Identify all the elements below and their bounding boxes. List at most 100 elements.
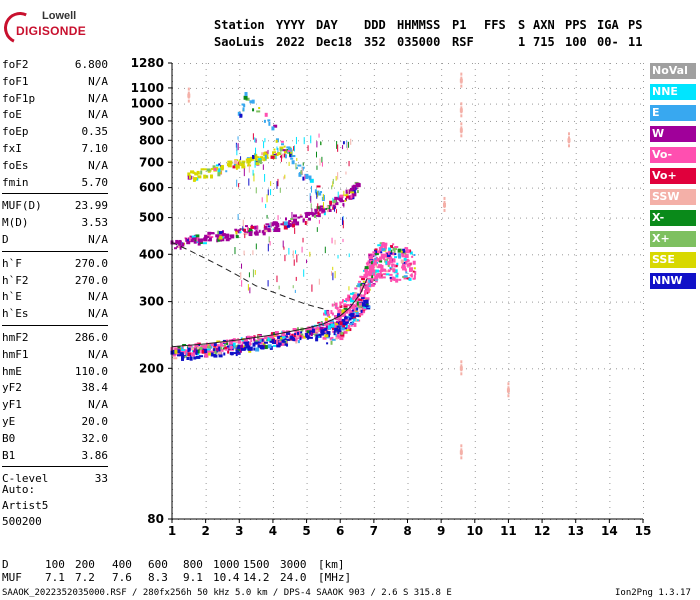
grid-dot <box>388 103 389 105</box>
grid-dot <box>373 249 375 250</box>
grid-dot <box>586 162 587 164</box>
grid-dot <box>205 225 207 226</box>
grid-dot <box>205 387 207 388</box>
echo-point <box>296 254 298 263</box>
grid-dot <box>244 87 245 89</box>
param-row: hmF2 286.0 <box>2 329 108 346</box>
param-name: B0 <box>2 431 16 445</box>
echo-point <box>213 354 218 358</box>
grid-dot <box>604 368 605 370</box>
grid-dot <box>478 103 479 105</box>
echo-point <box>241 263 243 269</box>
grid-dot <box>373 99 375 100</box>
echo-point <box>361 310 366 314</box>
echo-point <box>182 344 187 347</box>
grid-dot <box>542 345 544 346</box>
grid-dot <box>441 129 443 130</box>
grid-dot <box>484 103 485 105</box>
grid-dot <box>238 63 239 64</box>
grid-dot <box>412 217 413 219</box>
grid-dot <box>406 162 407 164</box>
grid-dot <box>454 187 455 189</box>
echo-point <box>187 349 191 352</box>
grid-dot <box>239 255 241 256</box>
echo-point <box>291 333 296 338</box>
d-label: D <box>2 558 9 571</box>
echo-point <box>348 286 350 291</box>
echo-point <box>294 331 299 335</box>
grid-dot <box>474 99 476 100</box>
echo-point <box>176 354 180 357</box>
grid-dot <box>508 429 510 430</box>
echo-point <box>294 227 296 234</box>
grid-dot <box>306 75 308 76</box>
echo-point <box>392 263 395 266</box>
grid-dot <box>352 368 353 370</box>
grid-dot <box>280 87 281 89</box>
param-divider <box>2 250 108 252</box>
echo-point <box>213 343 217 347</box>
grid-dot <box>575 99 577 100</box>
auto-version: 500200 <box>2 515 42 528</box>
muf-value: 7.1 <box>45 571 65 584</box>
grid-dot <box>407 111 409 112</box>
grid-dot <box>316 140 317 142</box>
grid-dot <box>508 309 510 310</box>
echo-point <box>460 84 463 88</box>
echo-point <box>233 160 237 165</box>
grid-dot <box>441 393 443 394</box>
grid-dot <box>474 219 476 220</box>
hdr-label-pps: PPS <box>565 18 587 32</box>
grid-dot <box>622 162 623 164</box>
echo-point <box>397 248 402 253</box>
hdr-label-axn: AXN <box>533 18 555 32</box>
echo-point <box>337 309 341 314</box>
grid-dot <box>575 105 577 106</box>
grid-dot <box>609 495 611 496</box>
grid-dot <box>643 369 644 370</box>
echo-point <box>414 270 417 275</box>
d-value: [km] <box>318 558 345 571</box>
grid-dot <box>205 297 207 298</box>
echo-point <box>205 235 208 240</box>
hdr-value-station: SaoLuis <box>214 35 265 49</box>
grid-dot <box>502 301 503 303</box>
echo-point <box>268 121 271 126</box>
grid-dot <box>373 501 375 502</box>
echo-point <box>355 310 358 313</box>
grid-dot <box>474 453 476 454</box>
grid-dot <box>316 368 317 370</box>
echo-point <box>205 236 210 239</box>
grid-dot <box>575 387 577 388</box>
grid-dot <box>364 63 365 64</box>
grid-dot <box>190 368 191 370</box>
echo-point <box>348 328 352 332</box>
grid-dot <box>407 459 409 460</box>
echo-point <box>283 225 288 230</box>
grid-dot <box>542 471 544 472</box>
grid-dot <box>424 120 425 122</box>
grid-dot <box>575 513 577 514</box>
grid-dot <box>575 441 577 442</box>
grid-dot <box>272 321 274 322</box>
grid-dot <box>346 63 347 64</box>
grid-dot <box>272 369 274 370</box>
grid-dot <box>610 187 611 189</box>
grid-dot <box>208 120 209 122</box>
param-value: N/A <box>88 307 108 321</box>
echo-point <box>307 145 309 152</box>
grid-dot <box>346 217 347 219</box>
grid-dot <box>306 261 308 262</box>
echo-point <box>390 278 393 282</box>
grid-dot <box>340 363 342 364</box>
echo-point <box>187 352 192 357</box>
param-name: h`F <box>2 256 22 270</box>
grid-dot <box>474 417 476 418</box>
grid-dot <box>542 357 544 358</box>
grid-dot <box>609 177 611 178</box>
grid-dot <box>214 87 215 89</box>
echo-point <box>189 239 194 243</box>
grid-dot <box>496 254 497 256</box>
echo-point <box>281 339 285 343</box>
grid-dot <box>460 140 461 142</box>
